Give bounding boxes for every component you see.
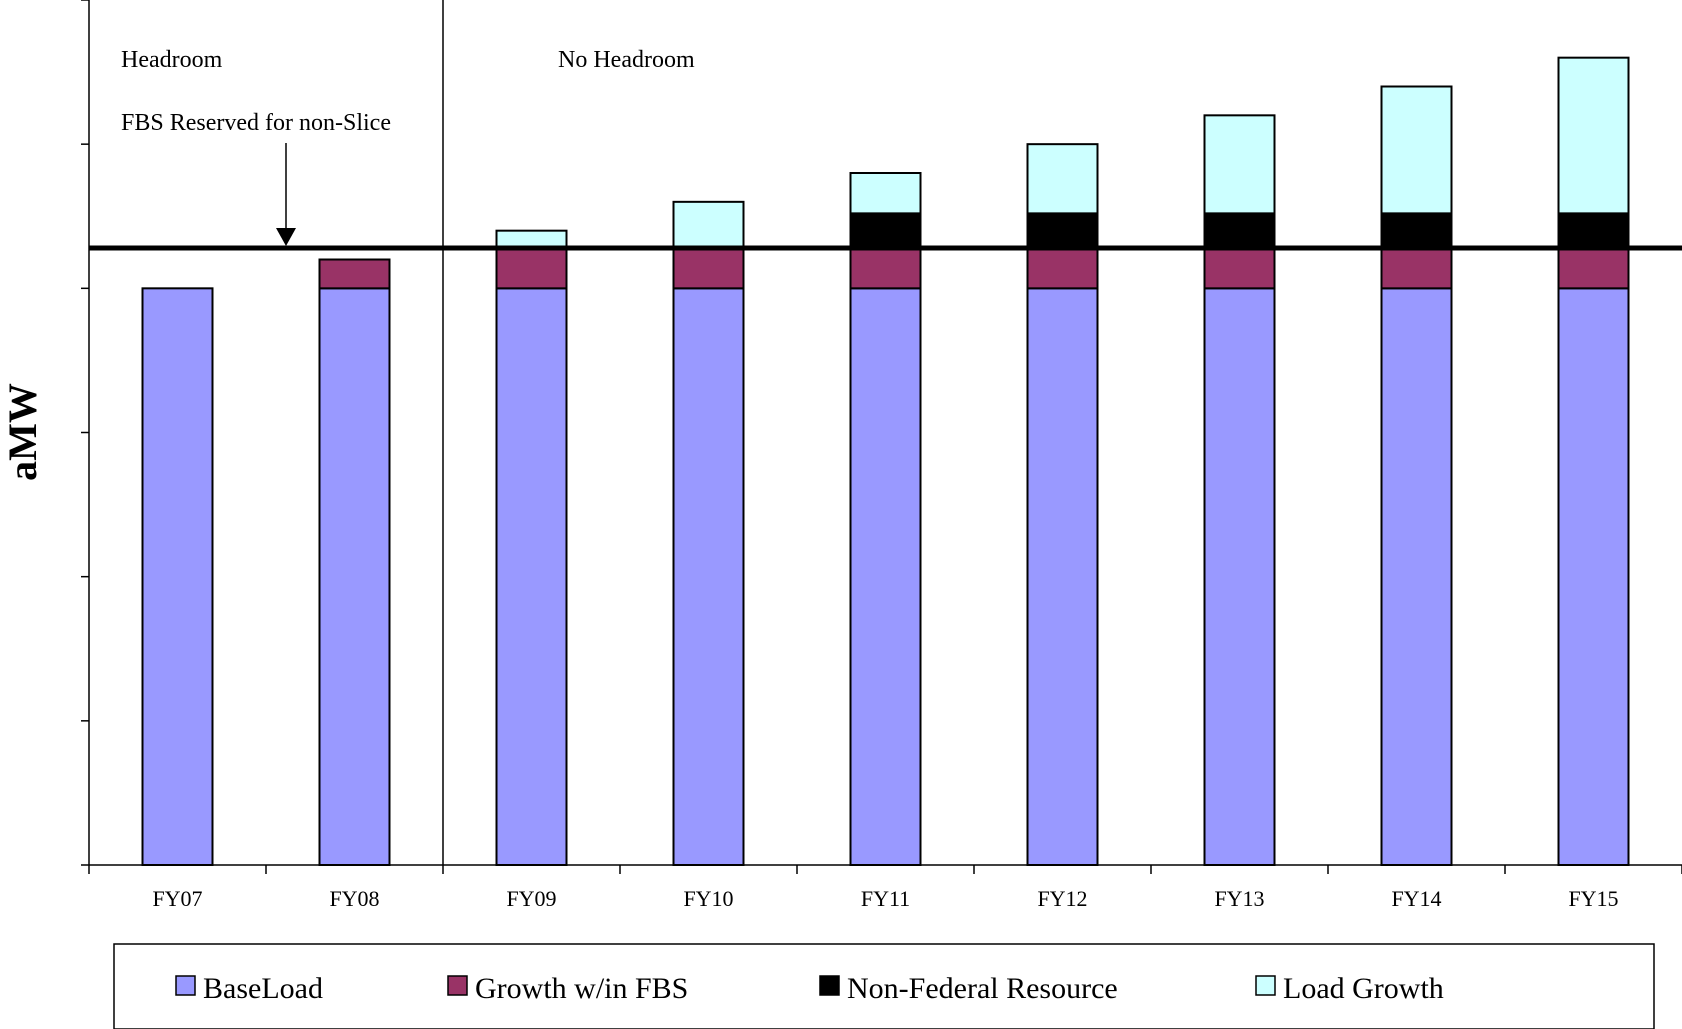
bar-segment-baseload-fy14 bbox=[1380, 287, 1453, 867]
x-tick-label: FY08 bbox=[329, 886, 379, 911]
bar-segment-non-federal-resource-fy13 bbox=[1203, 212, 1276, 249]
bar-segment-load-growth-fy13 bbox=[1203, 114, 1276, 215]
legend-swatch-non-federal-resource bbox=[819, 975, 840, 996]
legend-swatch-load-growth bbox=[1255, 975, 1276, 996]
bar-segment-growth-w-in-fbs-fy15 bbox=[1557, 246, 1630, 290]
x-tick-label: FY11 bbox=[861, 886, 910, 911]
bar-segment-baseload-fy08 bbox=[318, 287, 391, 867]
legend-swatch-growth-w-in-fbs bbox=[447, 975, 468, 996]
x-tick-label: FY12 bbox=[1037, 886, 1087, 911]
bar-segment-baseload-fy13 bbox=[1203, 287, 1276, 867]
legend-label: Load Growth bbox=[1283, 972, 1444, 1005]
region-label-no-headroom: No Headroom bbox=[558, 47, 695, 73]
y-axis-label: aMW bbox=[0, 383, 45, 481]
legend-swatch-baseload bbox=[175, 975, 196, 996]
legend-label: BaseLoad bbox=[203, 972, 323, 1005]
bar-segment-load-growth-fy14 bbox=[1380, 85, 1453, 215]
reference-line-label: FBS Reserved for non-Slice bbox=[121, 110, 391, 136]
annotation-arrow-head bbox=[276, 227, 296, 246]
bar-segment-growth-w-in-fbs-fy13 bbox=[1203, 246, 1276, 290]
bar-segment-baseload-fy07 bbox=[141, 287, 214, 867]
plot-area: FY07 FY08 FY09 FY10 FY11 FY12 FY13 FY14 FY15 bbox=[81, 0, 1682, 911]
bar-segment-growth-w-in-fbs-fy10 bbox=[672, 246, 745, 290]
x-tick-label: FY10 bbox=[683, 886, 733, 911]
bar-segment-baseload-fy09 bbox=[495, 287, 568, 867]
bar-segment-non-federal-resource-fy12 bbox=[1026, 212, 1099, 249]
legend: BaseLoad Growth w/in FBS Non-Federal Resou… bbox=[113, 943, 1655, 1029]
x-tick-label: FY07 bbox=[152, 886, 202, 911]
bar-segment-baseload-fy15 bbox=[1557, 287, 1630, 867]
bar-segment-growth-w-in-fbs-fy11 bbox=[849, 246, 922, 290]
bar-segment-growth-w-in-fbs-fy09 bbox=[495, 246, 568, 290]
x-tick-label: FY14 bbox=[1391, 886, 1441, 911]
bar-segment-load-growth-fy09 bbox=[495, 229, 568, 249]
x-tick-label: FY15 bbox=[1568, 886, 1618, 911]
bar-segment-growth-w-in-fbs-fy14 bbox=[1380, 246, 1453, 290]
bar-segment-load-growth-fy11 bbox=[849, 172, 922, 215]
bar-segment-load-growth-fy10 bbox=[672, 200, 745, 249]
x-tick-label: FY09 bbox=[506, 886, 556, 911]
bar-segment-growth-w-in-fbs-fy12 bbox=[1026, 246, 1099, 290]
legend-label: Growth w/in FBS bbox=[475, 972, 688, 1005]
bar-segment-baseload-fy11 bbox=[849, 287, 922, 867]
bar-segment-non-federal-resource-fy14 bbox=[1380, 212, 1453, 249]
legend-box bbox=[113, 943, 1655, 1029]
bar-segment-load-growth-fy12 bbox=[1026, 143, 1099, 215]
x-tick-label: FY13 bbox=[1214, 886, 1264, 911]
bar-segment-non-federal-resource-fy11 bbox=[849, 212, 922, 249]
bar-segment-load-growth-fy15 bbox=[1557, 56, 1630, 215]
bar-segment-baseload-fy12 bbox=[1026, 287, 1099, 867]
bar-segment-baseload-fy10 bbox=[672, 287, 745, 867]
bar-segment-growth-w-in-fbs-fy08 bbox=[318, 258, 391, 290]
legend-label: Non-Federal Resource bbox=[847, 972, 1118, 1005]
region-label-headroom: Headroom bbox=[121, 47, 223, 73]
bar-segment-non-federal-resource-fy15 bbox=[1557, 212, 1630, 249]
